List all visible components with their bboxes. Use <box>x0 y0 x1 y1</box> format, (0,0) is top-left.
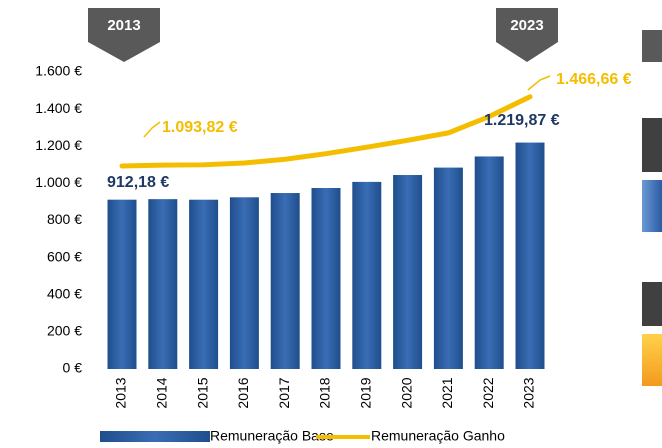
y-tick-label: 1.200 € <box>35 137 82 153</box>
bar <box>515 142 545 369</box>
banner <box>496 8 558 62</box>
y-tick-label: 1.400 € <box>35 100 82 116</box>
x-tick-label: 2018 <box>317 377 333 408</box>
y-tick-label: 800 € <box>47 211 82 227</box>
banner <box>88 8 160 62</box>
x-tick-label: 2019 <box>358 377 374 408</box>
x-tick-label: 2020 <box>398 377 414 408</box>
y-tick-label: 200 € <box>47 323 82 339</box>
annotation: 2023 <box>510 17 543 34</box>
x-tick-label: 2015 <box>194 377 210 408</box>
annotation: 2013 <box>107 17 140 34</box>
cropped-box <box>642 334 662 386</box>
x-tick-label: 2023 <box>521 377 537 408</box>
x-tick-label: 2014 <box>154 377 170 408</box>
bar <box>352 181 382 369</box>
value-label: 1.466,66 € <box>556 71 632 88</box>
y-tick-label: 0 € <box>63 360 83 376</box>
leader-line <box>527 75 551 91</box>
x-tick-label: 2016 <box>235 377 251 408</box>
bar <box>148 199 178 369</box>
value-label: 1.219,87 € <box>484 112 560 129</box>
legend-swatch <box>100 431 210 442</box>
cropped-box <box>642 30 662 62</box>
bar <box>433 167 463 369</box>
x-tick-label: 2017 <box>276 377 292 408</box>
legend-label: Remuneração Ganho <box>371 428 505 444</box>
x-tick-label: 2022 <box>480 377 496 408</box>
value-label: 1.093,82 € <box>162 119 238 136</box>
legend-label: Remuneração Base <box>210 428 334 444</box>
y-tick-label: 1.600 € <box>35 63 82 79</box>
bar <box>229 197 259 369</box>
leader-line <box>143 121 161 138</box>
cropped-box <box>642 180 662 232</box>
x-tick-label: 2021 <box>439 377 455 408</box>
y-tick-label: 600 € <box>47 248 82 264</box>
y-tick-label: 1.000 € <box>35 174 82 190</box>
bar <box>311 188 341 369</box>
value-label: 912,18 € <box>107 174 169 191</box>
bar <box>189 199 219 369</box>
bar <box>107 199 137 369</box>
y-tick-label: 400 € <box>47 285 82 301</box>
cropped-box <box>642 118 662 172</box>
bar <box>474 156 504 369</box>
line <box>119 94 533 169</box>
bar <box>393 175 423 369</box>
x-tick-label: 2013 <box>113 377 129 408</box>
cropped-box <box>642 282 662 326</box>
bar <box>270 193 300 369</box>
